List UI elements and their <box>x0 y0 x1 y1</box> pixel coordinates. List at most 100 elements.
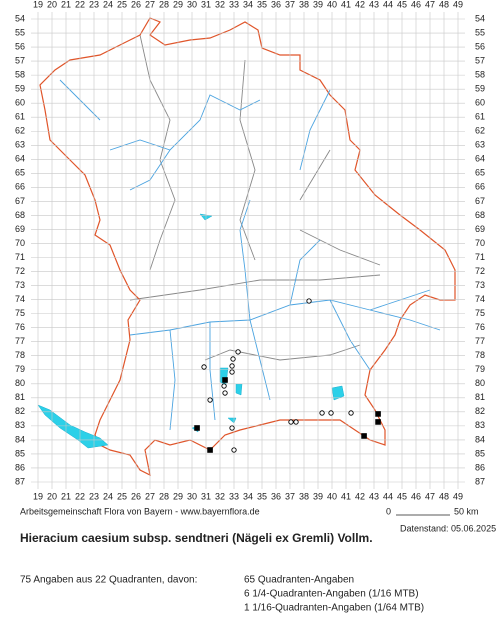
x-label: 42 <box>355 0 365 9</box>
x-label: 31 <box>201 491 211 501</box>
y-label: 78 <box>475 350 485 360</box>
x-label: 45 <box>397 0 407 9</box>
x-label: 22 <box>75 0 85 9</box>
y-label: 84 <box>475 434 485 444</box>
y-label: 65 <box>15 168 25 178</box>
x-label: 38 <box>299 0 309 9</box>
occurrence-circle <box>229 369 235 375</box>
x-label: 47 <box>425 491 435 501</box>
occurrence-square <box>375 419 381 425</box>
x-label: 26 <box>131 0 141 9</box>
y-label: 74 <box>15 294 25 304</box>
y-label: 54 <box>15 13 25 23</box>
lakes <box>191 213 345 433</box>
y-label: 75 <box>475 308 485 318</box>
occurrence-circle <box>293 419 299 425</box>
y-label: 73 <box>15 280 25 290</box>
y-label: 64 <box>475 154 485 164</box>
x-label: 32 <box>215 491 225 501</box>
y-label: 80 <box>475 378 485 388</box>
points <box>194 298 381 453</box>
district-borders <box>129 34 381 361</box>
x-label: 20 <box>47 0 57 9</box>
x-label: 48 <box>439 0 449 9</box>
y-label: 70 <box>15 238 25 248</box>
y-label: 66 <box>15 182 25 192</box>
data-date: Datenstand: 05.06.2025 <box>400 523 496 533</box>
x-label: 24 <box>103 0 113 9</box>
x-label: 36 <box>271 491 281 501</box>
y-label: 55 <box>475 27 485 37</box>
x-label: 25 <box>117 491 127 501</box>
y-label: 61 <box>475 112 485 122</box>
occurrence-circle <box>201 364 207 370</box>
summary: 75 Angaben aus 22 Quadranten, davon: <box>20 575 197 586</box>
x-label: 30 <box>187 0 197 9</box>
y-label: 64 <box>15 154 25 164</box>
occurrence-square <box>375 411 381 417</box>
y-label: 63 <box>475 140 485 150</box>
scale-start: 0 <box>386 506 391 516</box>
occurrence-circle <box>221 383 227 389</box>
x-label: 29 <box>173 0 183 9</box>
x-label: 33 <box>229 0 239 9</box>
occurrence-circle <box>306 298 312 304</box>
y-label: 76 <box>15 322 25 332</box>
occurrence-circle <box>229 425 235 431</box>
basemap <box>37 17 456 477</box>
x-label: 37 <box>285 0 295 9</box>
x-label: 19 <box>33 491 43 501</box>
y-label: 60 <box>475 98 485 108</box>
y-label: 85 <box>15 448 25 458</box>
y-label: 74 <box>475 294 485 304</box>
x-label: 46 <box>411 0 421 9</box>
y-label: 75 <box>15 308 25 318</box>
y-label: 77 <box>15 336 25 346</box>
x-label: 22 <box>75 491 85 501</box>
species-title: Hieracium caesium subsp. sendtneri (Näge… <box>20 531 373 545</box>
x-label: 45 <box>397 491 407 501</box>
y-label: 82 <box>475 406 485 416</box>
y-label: 63 <box>15 140 25 150</box>
y-label: 57 <box>15 55 25 65</box>
x-label: 31 <box>201 0 211 9</box>
x-label: 26 <box>131 491 141 501</box>
state-border <box>39 17 456 477</box>
y-label: 85 <box>475 448 485 458</box>
y-label: 77 <box>475 336 485 346</box>
y-label: 72 <box>15 266 25 276</box>
y-label: 65 <box>475 168 485 178</box>
occurrence-square <box>207 447 213 453</box>
y-label: 54 <box>475 13 485 23</box>
x-label: 19 <box>33 0 43 9</box>
occurrence-circle <box>319 410 325 416</box>
x-label: 44 <box>383 491 393 501</box>
y-label: 79 <box>475 364 485 374</box>
y-label: 70 <box>475 238 485 248</box>
x-label: 43 <box>369 491 379 501</box>
y-label: 73 <box>475 280 485 290</box>
y-label: 59 <box>15 84 25 94</box>
x-label: 27 <box>145 0 155 9</box>
y-label: 69 <box>15 224 25 234</box>
x-label: 40 <box>327 491 337 501</box>
y-label: 58 <box>15 69 25 79</box>
x-label: 23 <box>89 491 99 501</box>
y-label: 56 <box>15 41 25 51</box>
x-label: 30 <box>187 491 197 501</box>
x-label: 23 <box>89 0 99 9</box>
y-label: 58 <box>475 69 485 79</box>
occurrence-circle <box>207 397 213 403</box>
occurrence-square <box>222 377 228 383</box>
y-label: 87 <box>475 476 485 486</box>
x-label: 33 <box>229 491 239 501</box>
x-label: 46 <box>411 491 421 501</box>
occurrence-circle <box>222 390 228 396</box>
x-label: 24 <box>103 491 113 501</box>
x-label: 21 <box>61 0 71 9</box>
occurrence-circle <box>348 410 354 416</box>
x-label: 38 <box>299 491 309 501</box>
y-label: 62 <box>15 126 25 136</box>
y-label: 84 <box>15 434 25 444</box>
y-label: 82 <box>15 406 25 416</box>
